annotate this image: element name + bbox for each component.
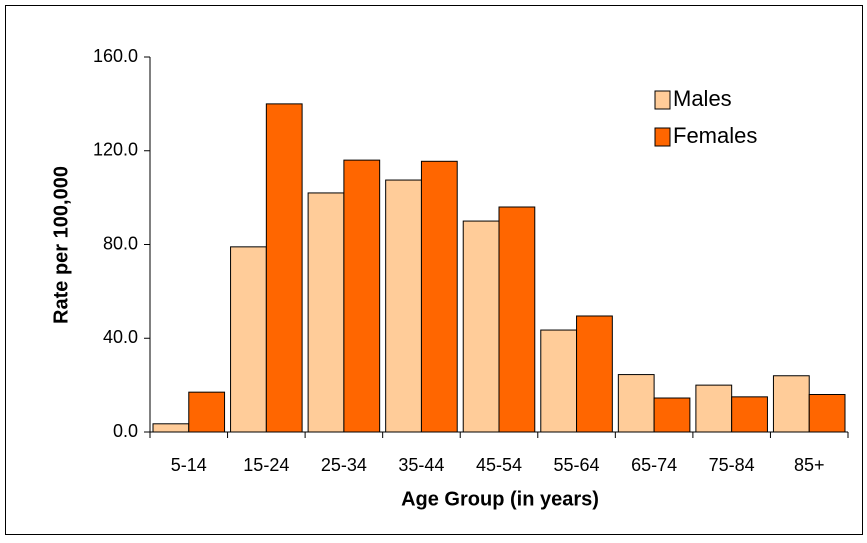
bar xyxy=(343,159,381,433)
bar xyxy=(152,423,190,433)
x-axis-label: Age Group (in years) xyxy=(401,488,599,510)
y-tick-label: 0.0 xyxy=(113,421,138,441)
x-tick-label: 5-14 xyxy=(171,455,207,475)
bar xyxy=(265,103,303,433)
x-tick-label: 85+ xyxy=(794,455,825,475)
bar xyxy=(307,192,345,433)
bar xyxy=(617,374,655,433)
x-tick-label: 15-24 xyxy=(243,455,289,475)
bar xyxy=(230,246,267,433)
legend-label: Males xyxy=(673,86,732,111)
x-tick-label: 55-64 xyxy=(554,455,600,475)
bar xyxy=(695,384,733,433)
x-tick-label: 65-74 xyxy=(631,455,677,475)
bar xyxy=(188,391,226,433)
bar xyxy=(385,179,422,433)
bar xyxy=(772,375,810,433)
bar xyxy=(498,206,536,433)
legend-swatch xyxy=(654,127,671,147)
bar xyxy=(653,397,691,433)
legend-label: Females xyxy=(673,123,757,148)
y-tick-label: 80.0 xyxy=(103,233,138,253)
x-tick-label: 45-54 xyxy=(476,455,522,475)
y-tick-label: 160.0 xyxy=(93,46,138,66)
x-tick-label: 25-34 xyxy=(321,455,367,475)
x-tick-label: 75-84 xyxy=(709,455,755,475)
bar xyxy=(731,396,768,433)
bar xyxy=(540,329,578,433)
bar xyxy=(420,160,458,433)
y-tick-label: 120.0 xyxy=(93,140,138,160)
x-tick-label: 35-44 xyxy=(398,455,444,475)
y-tick-label: 40.0 xyxy=(103,327,138,347)
legend-swatch xyxy=(654,90,671,110)
y-axis-label: Rate per 100,000 xyxy=(50,166,72,324)
bar xyxy=(808,394,846,433)
bar xyxy=(462,220,500,433)
bar xyxy=(576,315,613,433)
